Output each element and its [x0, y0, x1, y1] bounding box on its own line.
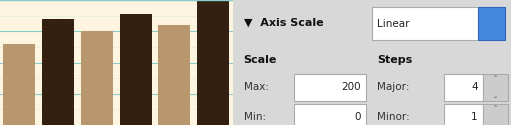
- Text: ▼  Axis Scale: ▼ Axis Scale: [244, 18, 323, 28]
- Text: ⌄: ⌄: [493, 94, 498, 99]
- FancyBboxPatch shape: [483, 104, 508, 125]
- Text: Steps: Steps: [377, 55, 412, 65]
- Bar: [197, 0, 229, 125]
- Text: 0: 0: [354, 112, 361, 122]
- Text: Linear: Linear: [377, 19, 410, 29]
- FancyBboxPatch shape: [444, 104, 483, 125]
- Text: Scale: Scale: [244, 55, 277, 65]
- Text: 1: 1: [471, 112, 478, 122]
- Text: Minor:: Minor:: [377, 112, 410, 122]
- FancyBboxPatch shape: [483, 74, 508, 101]
- FancyBboxPatch shape: [372, 8, 478, 40]
- Bar: [4, 44, 35, 125]
- Text: 4: 4: [471, 82, 478, 92]
- Text: ⌃: ⌃: [493, 76, 498, 81]
- Text: Max:: Max:: [244, 82, 269, 92]
- FancyBboxPatch shape: [478, 8, 505, 40]
- Bar: [42, 19, 74, 125]
- Text: Min:: Min:: [244, 112, 266, 122]
- Bar: [158, 25, 190, 125]
- Bar: [120, 14, 152, 125]
- Text: Major:: Major:: [377, 82, 410, 92]
- FancyBboxPatch shape: [294, 74, 366, 101]
- Text: ⌃
⌄: ⌃ ⌄: [489, 19, 494, 28]
- Bar: [81, 31, 113, 125]
- Text: ⌃: ⌃: [493, 106, 498, 111]
- Text: 200: 200: [341, 82, 361, 92]
- Text: ⌄: ⌄: [493, 124, 498, 125]
- FancyBboxPatch shape: [294, 104, 366, 125]
- FancyBboxPatch shape: [444, 74, 483, 101]
